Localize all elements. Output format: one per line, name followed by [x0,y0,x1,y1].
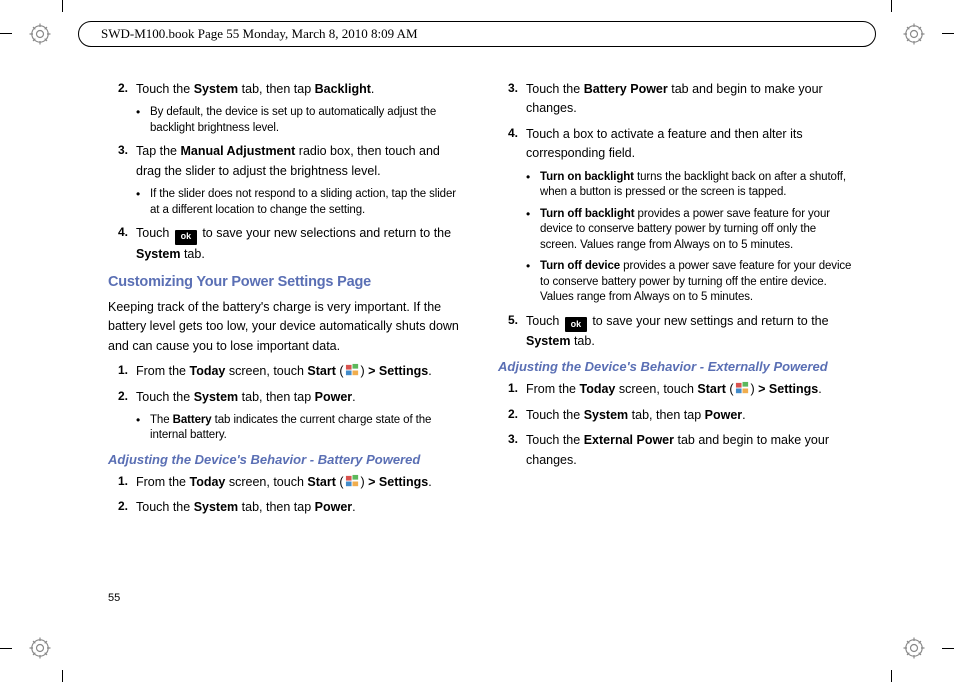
step-number: 2. [498,406,526,425]
bullet-text: By default, the device is set up to auto… [150,105,466,136]
crop-mark [0,648,12,649]
step-number: 1. [108,362,136,381]
step-2: 2. Touch the System tab, then tap Power. [108,388,466,407]
step-body: Touch a box to activate a feature and th… [526,125,856,164]
crop-mark [62,0,63,12]
step-number: 4. [498,125,526,164]
step-number: 3. [498,431,526,470]
step-number: 5. [498,312,526,352]
step-number: 3. [498,80,526,119]
crop-mark [891,0,892,12]
step-number: 2. [108,498,136,517]
page-content: 2. Touch the System tab, then tap Backli… [108,80,856,580]
step-body: Touch the System tab, then tap Power. [136,498,466,517]
bullet-text: Turn on backlight turns the backlight ba… [540,170,856,201]
windows-start-icon [735,381,750,396]
step-body: Touch the System tab, then tap Power. [526,406,856,425]
step-2: 2. Touch the System tab, then tap Backli… [108,80,466,99]
step-1: 1. From the Today screen, touch Start ()… [498,380,856,399]
step-body: Touch the Battery Power tab and begin to… [526,80,856,119]
step-5: 5. Touch ok to save your new settings an… [498,312,856,352]
bullet-text: Turn off device provides a power save fe… [540,259,856,306]
gear-ornament-icon [26,20,54,48]
step-2: 2. Touch the System tab, then tap Power. [498,406,856,425]
step-body: Touch ok to save your new selections and… [136,224,466,264]
bullet: •The Battery tab indicates the current c… [136,413,466,444]
crop-mark [942,33,954,34]
step-number: 1. [108,473,136,492]
step-number: 2. [108,80,136,99]
bullet-dot: • [136,105,150,136]
step-4: 4. Touch a box to activate a feature and… [498,125,856,164]
step-body: Touch ok to save your new settings and r… [526,312,856,352]
bullet: •Turn off backlight provides a power sav… [526,207,856,254]
gear-ornament-icon [900,634,928,662]
bullet: •Turn on backlight turns the backlight b… [526,170,856,201]
ok-icon: ok [565,317,587,332]
step-2: 2. Touch the System tab, then tap Power. [108,498,466,517]
step-number: 1. [498,380,526,399]
intro-paragraph: Keeping track of the battery's charge is… [108,298,466,356]
bullet-dot: • [526,207,540,254]
framemaker-header: SWD-M100.book Page 55 Monday, March 8, 2… [78,21,876,47]
step-body: Touch the System tab, then tap Power. [136,388,466,407]
bullet-dot: • [136,187,150,218]
gear-ornament-icon [900,20,928,48]
step-3: 3. Touch the Battery Power tab and begin… [498,80,856,119]
step-body: Tap the Manual Adjustment radio box, the… [136,142,466,181]
step-1: 1. From the Today screen, touch Start ()… [108,362,466,381]
bullet-text: Turn off backlight provides a power save… [540,207,856,254]
step-body: Touch the System tab, then tap Backlight… [136,80,466,99]
step-body: From the Today screen, touch Start () > … [526,380,856,399]
heading-battery-powered: Adjusting the Device's Behavior - Batter… [108,452,466,467]
heading-power-settings: Customizing Your Power Settings Page [108,274,466,290]
bullet-text: If the slider does not respond to a slid… [150,187,466,218]
step-1: 1. From the Today screen, touch Start ()… [108,473,466,492]
header-text: SWD-M100.book Page 55 Monday, March 8, 2… [101,26,418,42]
windows-start-icon [345,474,360,489]
bullet-text: The Battery tab indicates the current ch… [150,413,466,444]
crop-mark [891,670,892,682]
step-number: 3. [108,142,136,181]
left-column: 2. Touch the System tab, then tap Backli… [108,80,466,580]
step-3: 3. Tap the Manual Adjustment radio box, … [108,142,466,181]
step-number: 4. [108,224,136,264]
step-4: 4. Touch ok to save your new selections … [108,224,466,264]
step-body: Touch the External Power tab and begin t… [526,431,856,470]
gear-ornament-icon [26,634,54,662]
bullet: •By default, the device is set up to aut… [136,105,466,136]
bullet: •Turn off device provides a power save f… [526,259,856,306]
bullet: •If the slider does not respond to a sli… [136,187,466,218]
step-number: 2. [108,388,136,407]
crop-mark [0,33,12,34]
bullet-dot: • [136,413,150,444]
crop-mark [942,648,954,649]
windows-start-icon [345,363,360,378]
step-body: From the Today screen, touch Start () > … [136,362,466,381]
bullet-dot: • [526,170,540,201]
step-body: From the Today screen, touch Start () > … [136,473,466,492]
step-3: 3. Touch the External Power tab and begi… [498,431,856,470]
crop-mark [62,670,63,682]
heading-externally-powered: Adjusting the Device's Behavior - Extern… [498,359,856,374]
page-number: 55 [108,592,120,604]
ok-icon: ok [175,230,197,245]
bullet-dot: • [526,259,540,306]
right-column: 3. Touch the Battery Power tab and begin… [498,80,856,580]
